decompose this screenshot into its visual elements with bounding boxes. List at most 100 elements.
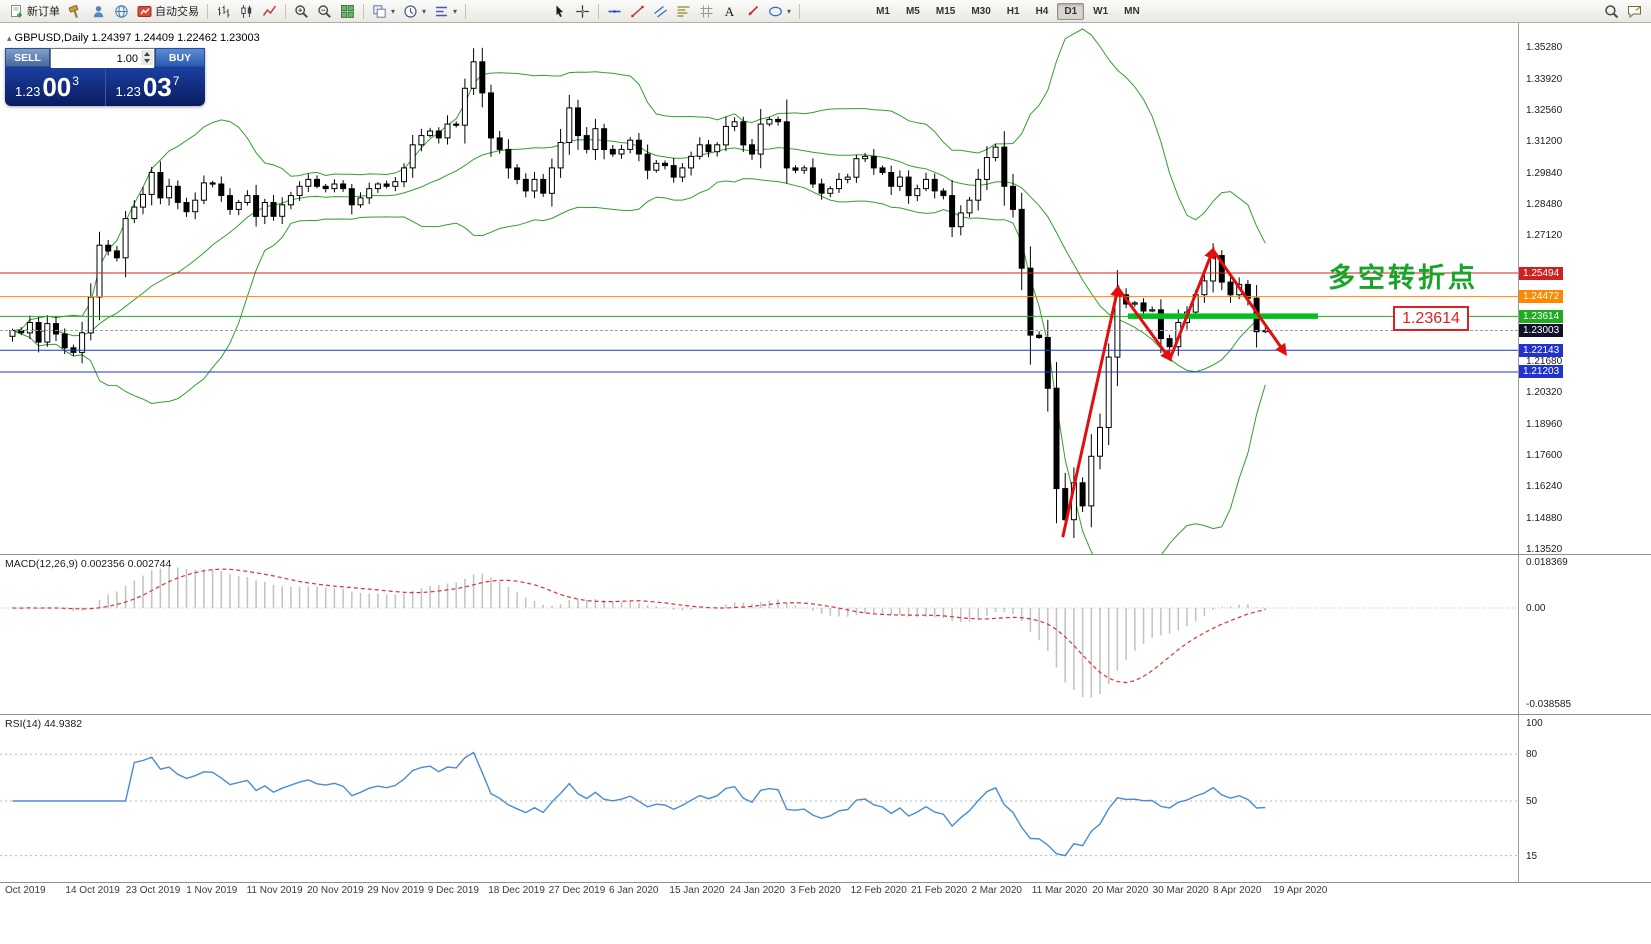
autotrade-button[interactable]: 自动交易 [134, 2, 202, 21]
user-icon [91, 4, 106, 19]
axis-tick-label: 50 [1526, 796, 1538, 807]
price-level-annotation[interactable]: 1.23614 [1393, 306, 1469, 331]
date-label: 15 Jan 2020 [669, 885, 725, 896]
timeframe-m5-button[interactable]: M5 [905, 5, 920, 17]
text-icon: A [722, 4, 737, 19]
arrow-label-button[interactable] [742, 2, 763, 21]
date-label: 23 Oct 2019 [125, 885, 181, 896]
rsi-chart[interactable] [0, 715, 1518, 882]
svg-text:A: A [725, 4, 735, 19]
user-button[interactable] [88, 2, 109, 21]
dropdown-arrow-icon[interactable]: ▾ [422, 6, 427, 16]
bottom-spacer [0, 899, 1651, 944]
volume-spinner [141, 50, 153, 65]
macd-chart[interactable] [0, 555, 1518, 714]
clock-icon [403, 4, 418, 19]
timeframe-m1-button[interactable]: M1 [876, 5, 890, 17]
date-label: 12 Feb 2020 [850, 885, 907, 896]
timeframe-m30-button[interactable]: M30 [971, 5, 991, 17]
price-chart[interactable] [0, 23, 1518, 554]
hline-button[interactable] [604, 2, 625, 21]
sell-price-sup: 3 [72, 74, 79, 88]
globe-icon [114, 4, 129, 19]
timeframe-h1-button[interactable]: H1 [1006, 5, 1020, 17]
dropdown-arrow-icon[interactable]: ▾ [391, 6, 396, 16]
dropdown-arrow-icon[interactable]: ▾ [453, 6, 458, 16]
chart-ohlc-info: ▴ GBPUSD,Daily 1.24397 1.24409 1.22462 1.… [7, 32, 260, 44]
price-level-badge: 1.24472 [1519, 290, 1564, 304]
date-label: 14 Oct 2019 [65, 885, 120, 896]
layers-button[interactable]: ▾ [369, 2, 398, 21]
autotrade-label: 自动交易 [155, 6, 199, 18]
collapse-chart-icon[interactable]: ▴ [7, 33, 12, 43]
cursor-button[interactable] [549, 2, 570, 21]
zoom-in-button[interactable] [291, 2, 312, 21]
timeframe-d1-button[interactable]: D1 [1057, 2, 1085, 20]
chat-icon [1627, 4, 1642, 19]
axis-tick-label: 1.14880 [1526, 512, 1563, 524]
date-label: 9 Dec 2019 [427, 885, 479, 896]
toolbar-separator [285, 3, 286, 19]
line-chart-button[interactable] [259, 2, 280, 21]
zoom-out-icon [317, 4, 332, 19]
volume-up-icon[interactable] [144, 51, 150, 56]
search-button[interactable] [1601, 2, 1622, 21]
date-label: 19 Apr 2020 [1273, 885, 1328, 896]
hline-icon [607, 4, 622, 19]
rsi-scale[interactable]: 100 80 50 15 [1518, 715, 1651, 882]
time-scale[interactable]: Oct 2019 14 Oct 2019 23 Oct 2019 1 Nov 2019… [0, 882, 1651, 899]
axis-tick-label: 1.28480 [1526, 199, 1563, 211]
levels-button[interactable]: ▾ [431, 2, 460, 21]
date-label: Oct 2019 [5, 885, 46, 896]
chat-button[interactable] [1624, 2, 1645, 21]
zoom-out-button[interactable] [314, 2, 335, 21]
candle-chart-icon [239, 4, 254, 19]
price-scale[interactable]: 1.35280 1.33920 1.32560 1.31200 1.29840 1.284… [1518, 23, 1651, 554]
buy-price-big: 03 [142, 71, 172, 102]
volume-down-icon[interactable] [144, 59, 150, 64]
buy-button[interactable]: BUY [155, 48, 205, 67]
date-label: 6 Jan 2020 [609, 885, 659, 896]
shapes-icon [768, 4, 783, 19]
turning-point-annotation[interactable]: 多空转折点 [1328, 263, 1478, 293]
bar-chart-button[interactable] [213, 2, 234, 21]
sell-price-button[interactable]: 1.23 00 3 [5, 67, 105, 106]
crosshair-icon [575, 4, 590, 19]
fibonacci-button[interactable] [673, 2, 694, 21]
price-level-badge: 1.21203 [1519, 365, 1564, 379]
macd-indicator-panel: MACD(12,26,9) 0.002356 0.002744 0.018369… [0, 554, 1651, 714]
sell-button[interactable]: SELL [5, 48, 50, 67]
volume-field [50, 48, 155, 68]
clock-button[interactable]: ▾ [400, 2, 429, 21]
crosshair-button[interactable] [572, 2, 593, 21]
new-order-icon [9, 4, 24, 19]
candle-chart-button[interactable] [236, 2, 257, 21]
axis-tick-label: 1.21680 [1526, 355, 1563, 367]
dropdown-arrow-icon[interactable]: ▾ [787, 6, 792, 16]
macd-scale[interactable]: 0.018369 0.00 -0.038585 [1518, 555, 1651, 714]
rsi-indicator-panel: RSI(14) 44.9382 100 80 50 15 [0, 714, 1651, 882]
new-order-button[interactable]: 新订单 [6, 2, 63, 21]
timeframe-mn-button[interactable]: MN [1124, 5, 1140, 17]
zoom-in-icon [294, 4, 309, 19]
axis-tick-label: 1.18960 [1526, 418, 1563, 430]
date-label: 20 Mar 2020 [1092, 885, 1149, 896]
shapes-button[interactable]: ▾ [765, 2, 794, 21]
text-button[interactable]: A [719, 2, 740, 21]
volume-input[interactable] [51, 50, 154, 68]
axis-tick-label: 1.16240 [1526, 481, 1563, 493]
grid-button[interactable] [696, 2, 717, 21]
timeframe-w1-button[interactable]: W1 [1093, 5, 1109, 17]
grid-icon [699, 4, 714, 19]
buy-price-button[interactable]: 1.23 03 7 [106, 67, 206, 106]
trendline-button[interactable] [627, 2, 648, 21]
timeframe-h4-button[interactable]: H4 [1035, 5, 1049, 17]
buy-price-prefix: 1.23 [115, 83, 141, 99]
hammer-button[interactable] [65, 2, 86, 21]
timeframe-m15-button[interactable]: M15 [935, 5, 956, 17]
globe-button[interactable] [111, 2, 132, 21]
channel-button[interactable] [650, 2, 671, 21]
tile-windows-button[interactable] [337, 2, 358, 21]
main-toolbar: 新订单 自动交易 ▾ ▾ ▾ A ▾ M1 M5 M15 M30 H1 H4 D1 W1 MN [0, 0, 1651, 23]
